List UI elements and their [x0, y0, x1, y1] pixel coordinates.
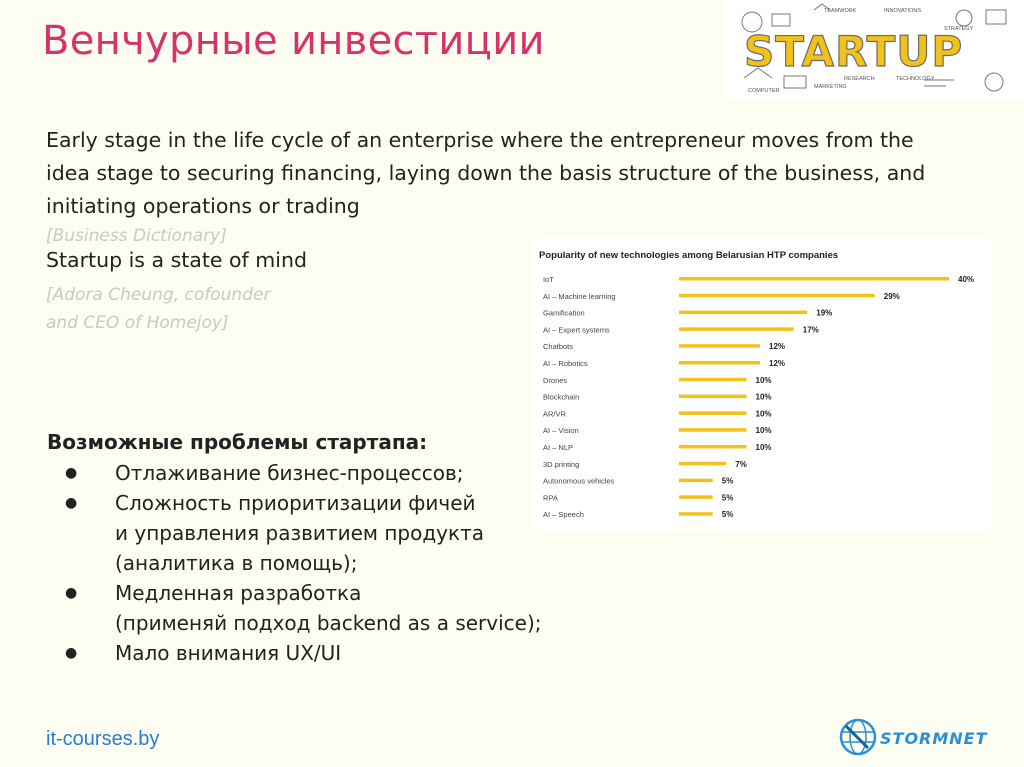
- chart-bar: [679, 512, 713, 516]
- chart-value-label: 10%: [756, 376, 772, 385]
- chart-value-label: 10%: [756, 426, 772, 435]
- problems-list: ● Отлаживание бизнес-процессов; ● Сложно…: [65, 458, 542, 668]
- chart-value-label: 12%: [769, 359, 785, 368]
- quote-citation-line2: and CEO of Homejoy]: [46, 313, 229, 333]
- chart-category-label: RPA: [543, 493, 558, 502]
- definition-citation: [Business Dictionary]: [46, 226, 227, 246]
- chart-value-label: 29%: [884, 292, 900, 301]
- chart-bar: [679, 461, 727, 466]
- bullet-dot: ●: [65, 495, 78, 511]
- logo-tag: COMPUTER: [748, 88, 780, 94]
- chart-category-label: Gamification: [543, 309, 585, 318]
- chart-bar: [679, 344, 760, 348]
- problem-line: Сложность приоритизации фичей: [115, 491, 476, 515]
- chart-bar: [679, 310, 808, 315]
- logo-tag: TECHNOLOGY: [896, 76, 935, 82]
- chart-bar: [679, 428, 747, 432]
- chart-category-label: IoT: [543, 275, 554, 284]
- globe-icon: [839, 718, 877, 756]
- problems-heading: Возможные проблемы стартапа:: [47, 430, 428, 454]
- stormnet-wordmark: STORMNET: [880, 729, 988, 748]
- chart-value-label: 5%: [722, 510, 734, 519]
- problem-line: Мало внимания UX/UI: [115, 641, 342, 665]
- chart-category-label: Blockchain: [543, 393, 579, 402]
- chart-value-label: 5%: [722, 493, 734, 502]
- chart-category-label: AI – Machine learning: [543, 292, 616, 301]
- chart-bar: [679, 394, 747, 399]
- chart-bar: [679, 411, 747, 415]
- chart-category-label: AI – NLP: [543, 443, 573, 452]
- problem-line: и управления развитием продукта: [115, 521, 484, 545]
- bullet-dot: ●: [65, 585, 78, 601]
- startup-logo: TEAMWORK INNOVATIONS STRATEGY RESEARCH M…: [724, 0, 1024, 98]
- chart-title: Popularity of new technologies among Bel…: [539, 250, 838, 261]
- definition-text: Early stage in the life cycle of an ente…: [46, 128, 926, 218]
- problem-item: ● Медленная разработка (применяй подход …: [65, 578, 542, 638]
- chart-category-label: AI – Robotics: [543, 359, 588, 368]
- chart-value-label: 40%: [958, 275, 974, 284]
- chart-category-label: AR/VR: [543, 409, 567, 418]
- chart-value-label: 17%: [803, 325, 819, 334]
- chart-category-label: 3D printing: [543, 460, 579, 469]
- chart-category-label: AI – Vision: [543, 426, 579, 435]
- chart-category-label: Drones: [543, 376, 567, 385]
- problem-line: Отлаживание бизнес-процессов;: [115, 461, 464, 485]
- chart-value-label: 7%: [735, 460, 747, 469]
- chart-bar: [679, 327, 794, 331]
- problem-line: (применяй подход backend as a service);: [115, 611, 542, 635]
- chart-value-label: 10%: [756, 443, 772, 452]
- technology-popularity-chart: Popularity of new technologies among Bel…: [533, 238, 991, 530]
- chart-bar: [679, 495, 713, 499]
- problem-line: (аналитика в помощь);: [115, 551, 358, 575]
- it-courses-link[interactable]: it-courses.by: [46, 728, 160, 750]
- chart-bar: [679, 293, 875, 298]
- problem-item: ● Отлаживание бизнес-процессов;: [65, 458, 542, 488]
- chart-category-label: AI – Speech: [543, 510, 584, 519]
- chart-bar: [679, 478, 713, 483]
- chart-value-label: 10%: [756, 409, 772, 418]
- logo-tag: STRATEGY: [944, 26, 974, 32]
- chart-category-label: Chatbots: [543, 342, 573, 351]
- problem-line: Медленная разработка: [115, 581, 362, 605]
- logo-tag: TEAMWORK: [824, 8, 857, 14]
- chart-category-label: Autonomous vehicles: [543, 477, 615, 486]
- problem-item: ● Мало внимания UX/UI: [65, 638, 542, 668]
- chart-value-label: 5%: [722, 477, 734, 486]
- logo-tag: INNOVATIONS: [884, 8, 921, 14]
- chart-bar: [679, 377, 747, 382]
- quote-citation-line1: [Adora Cheung, cofounder: [46, 285, 271, 305]
- bullet-dot: ●: [65, 465, 78, 481]
- logo-word: STARTUP: [744, 27, 963, 76]
- stormnet-logo: STORMNET: [836, 714, 1016, 760]
- bullet-dot: ●: [65, 645, 78, 661]
- problem-item: ● Сложность приоритизации фичей и управл…: [65, 488, 542, 578]
- chart-value-label: 10%: [756, 393, 772, 402]
- chart-bar: [679, 361, 760, 365]
- chart-svg: Popularity of new technologies among Bel…: [539, 250, 974, 519]
- chart-value-label: 12%: [769, 342, 785, 351]
- logo-tag: MARKETING: [814, 84, 847, 90]
- chart-category-label: AI – Expert systems: [543, 325, 610, 334]
- logo-tag: RESEARCH: [844, 76, 875, 82]
- chart-bar: [679, 445, 747, 449]
- page-title: Венчурные инвестиции: [42, 18, 545, 64]
- chart-bar: [679, 277, 949, 281]
- quote-text: Startup is a state of mind: [46, 248, 307, 272]
- chart-value-label: 19%: [816, 309, 832, 318]
